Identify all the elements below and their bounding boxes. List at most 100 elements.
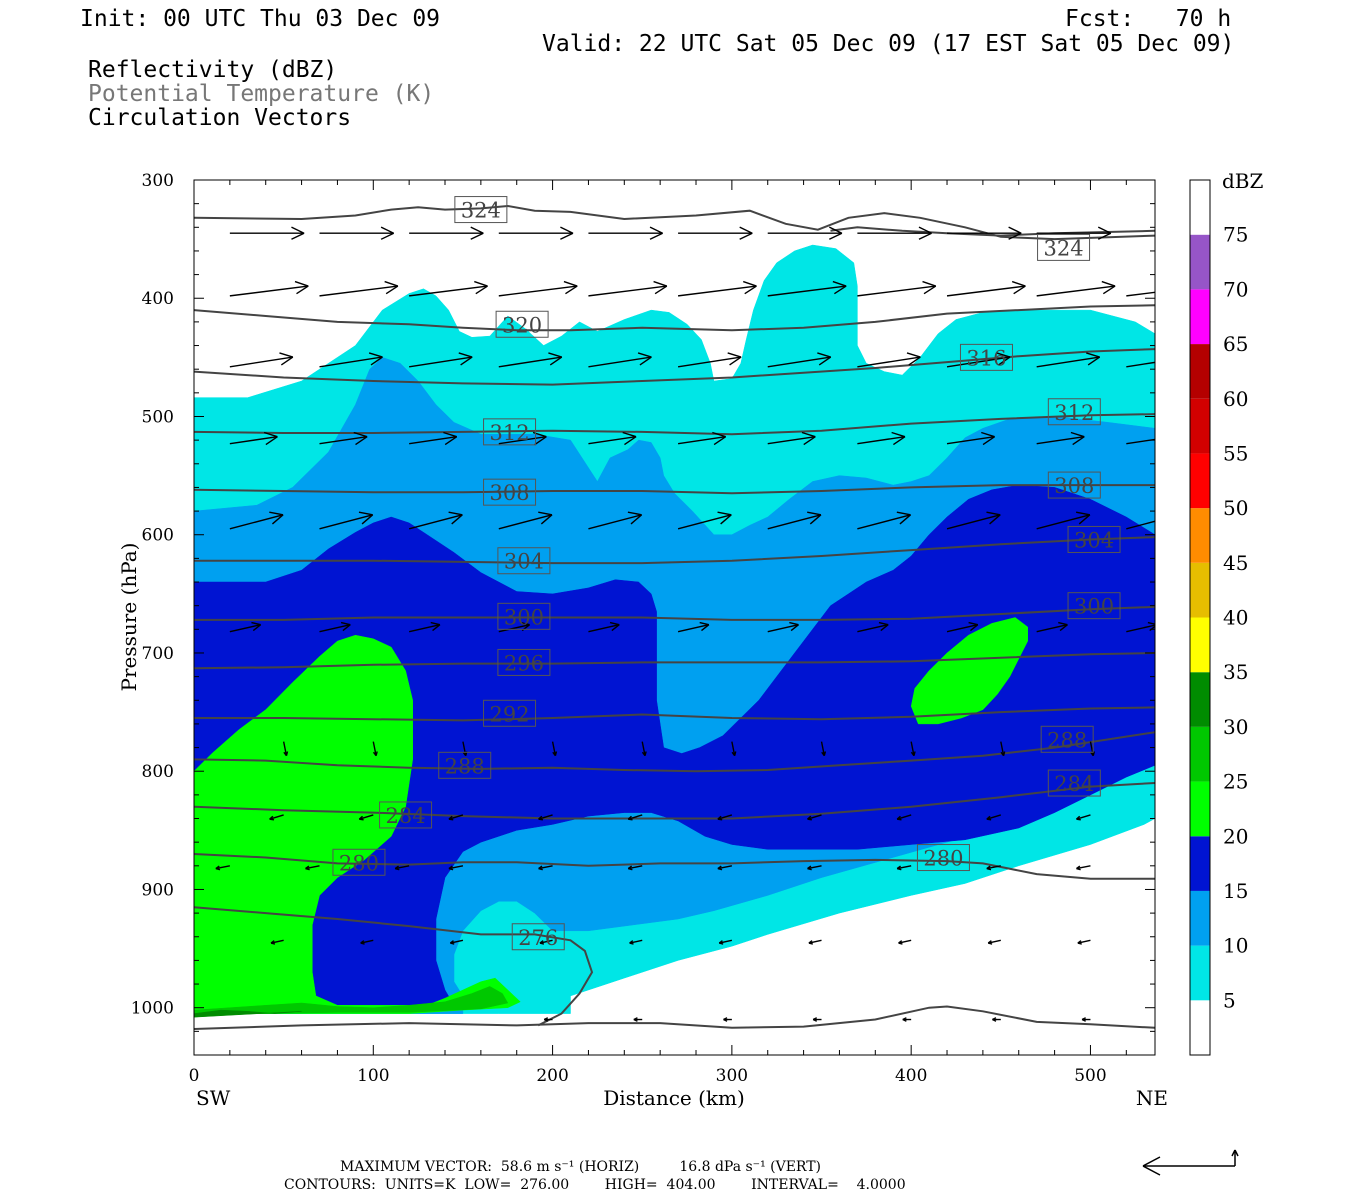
- circulation-vector-6-7: [910, 741, 916, 757]
- theta-contour-308-5: [194, 484, 1155, 495]
- svg-text:288: 288: [1047, 728, 1087, 752]
- circulation-vector-1-10: [1126, 291, 1155, 297]
- circulation-vector-7-2: [448, 814, 464, 821]
- circulation-vector-10-2: [723, 1017, 732, 1022]
- circulation-vector-2-4: [588, 352, 652, 368]
- circulation-vector-7-3: [538, 814, 553, 821]
- svg-text:280: 280: [339, 851, 379, 875]
- circulation-vector-10-6: [1081, 1017, 1091, 1022]
- contour-label-300-10: 300: [497, 602, 551, 630]
- colorbar-swatch-15: [1190, 836, 1210, 891]
- colorbar-swatch-60: [1190, 344, 1210, 399]
- circulation-vector-0-2: [409, 226, 484, 240]
- colorbar-swatch-10: [1190, 890, 1210, 946]
- circulation-vector-0-7: [857, 226, 932, 240]
- circulation-vector-6-3: [551, 741, 558, 757]
- plot-frame: [193, 179, 1156, 1056]
- circulation-vector-2-5: [677, 352, 742, 368]
- circulation-vector-9-6: [808, 939, 822, 945]
- field-title-theta: Potential Temperature (K): [88, 81, 435, 107]
- max-vector-note: MAXIMUM VECTOR: 58.6 m s⁻¹ (HORIZ) 16.8 …: [340, 1159, 822, 1175]
- theta-contour-324-0: [194, 204, 1155, 241]
- circulation-vector-4-3: [498, 511, 553, 530]
- theta-contour-312-4: [194, 413, 1155, 436]
- circulation-vector-1-2: [409, 280, 488, 297]
- circulation-vector-10-3: [812, 1017, 822, 1022]
- theta-contour-lowest-14: [194, 1005, 1155, 1030]
- x-axis-label: Distance (km): [603, 1086, 745, 1110]
- svg-text:280: 280: [923, 847, 963, 871]
- colorbar-swatch-75: [1190, 180, 1210, 235]
- circulation-vector-2-2: [409, 352, 473, 368]
- circulation-vector-9-7: [898, 939, 912, 945]
- circulation-vector-0-6: [767, 226, 843, 240]
- field-title-vectors: Circulation Vectors: [88, 105, 352, 131]
- theta-contour-292-9: [194, 706, 1155, 722]
- circulation-vector-8-10: [1076, 865, 1091, 871]
- colorbar-label-40: 40: [1223, 606, 1248, 630]
- x-tick-label-100: 100: [357, 1066, 389, 1086]
- svg-text:324: 324: [461, 199, 501, 223]
- circulation-vector-1-3: [498, 280, 578, 297]
- svg-text:300: 300: [1074, 595, 1114, 619]
- circulation-vector-7-7: [896, 814, 912, 821]
- circulation-vector-4-10: [1126, 520, 1155, 530]
- svg-text:276: 276: [518, 926, 558, 950]
- circulation-vector-0-8: [947, 226, 1022, 240]
- contour-label-308-6: 308: [483, 478, 537, 506]
- colorbar-swatch-35: [1190, 617, 1210, 673]
- colorbar-label-15: 15: [1223, 879, 1248, 903]
- reference-vector: [1142, 1149, 1239, 1176]
- circulation-vector-9-3: [539, 939, 553, 945]
- init-time: Init: 00 UTC Thu 03 Dec 09: [80, 6, 441, 32]
- circulation-vector-7-1: [358, 814, 374, 821]
- circulation-vector-4-9: [1036, 511, 1091, 530]
- circulation-vector-10-4: [902, 1017, 912, 1022]
- svg-text:308: 308: [1054, 474, 1094, 498]
- circulation-vector-2-9: [1036, 352, 1101, 368]
- y-tick-label-1000: 1000: [131, 999, 174, 1019]
- circulation-vector-4-7: [857, 511, 912, 530]
- circulation-vector-2-6: [767, 352, 832, 368]
- circulation-vector-1-8: [946, 280, 1026, 297]
- circulation-vector-5-0: [229, 621, 262, 633]
- circulation-vector-8-5: [627, 865, 643, 871]
- colorbar-label-75: 75: [1223, 223, 1248, 247]
- svg-text:284: 284: [386, 804, 426, 828]
- circulation-vector-5-5: [677, 621, 710, 633]
- colorbar-swatch-25: [1190, 726, 1210, 782]
- circulation-vector-7-9: [1075, 814, 1091, 821]
- y-tick-label-500: 500: [142, 407, 174, 427]
- colorbar-unit: dBZ: [1222, 169, 1264, 193]
- forecast-hour: Fcst: 70 h: [1065, 6, 1232, 32]
- circulation-vector-0-3: [498, 226, 574, 240]
- colorbar-label-60: 60: [1223, 387, 1248, 411]
- circulation-vector-5-9: [1036, 621, 1068, 633]
- colorbar-label-30: 30: [1223, 715, 1248, 739]
- svg-text:288: 288: [445, 754, 485, 778]
- reflectivity-region-15dbz-2: [194, 484, 1155, 1006]
- circulation-vector-3-7: [857, 431, 906, 446]
- circulation-vector-6-1: [372, 741, 378, 757]
- circulation-vector-0-1: [319, 226, 395, 240]
- circulation-vector-7-6: [807, 814, 822, 821]
- circulation-vector-7-4: [627, 814, 643, 821]
- contour-label-276-20: 276: [511, 923, 565, 951]
- circulation-vector-0-4: [588, 226, 663, 240]
- circulation-vector-9-8: [987, 939, 1001, 945]
- circulation-vector-4-5: [677, 511, 732, 530]
- circulation-vector-6-4: [641, 741, 647, 757]
- contour-label-304-8: 304: [497, 547, 551, 575]
- circulation-vector-8-4: [538, 865, 553, 871]
- circulation-vector-6-9: [1089, 741, 1096, 757]
- contour-label-296-12: 296: [497, 648, 551, 676]
- circulation-vector-10-1: [633, 1017, 643, 1022]
- colorbar-label-65: 65: [1223, 332, 1248, 356]
- circulation-vector-4-6: [767, 511, 822, 530]
- circulation-vector-9-1: [360, 939, 374, 945]
- colorbar-swatch-70: [1190, 234, 1210, 290]
- x-tick-label-400: 400: [895, 1066, 927, 1086]
- circulation-vector-7-0: [269, 814, 284, 821]
- svg-text:312: 312: [490, 421, 530, 445]
